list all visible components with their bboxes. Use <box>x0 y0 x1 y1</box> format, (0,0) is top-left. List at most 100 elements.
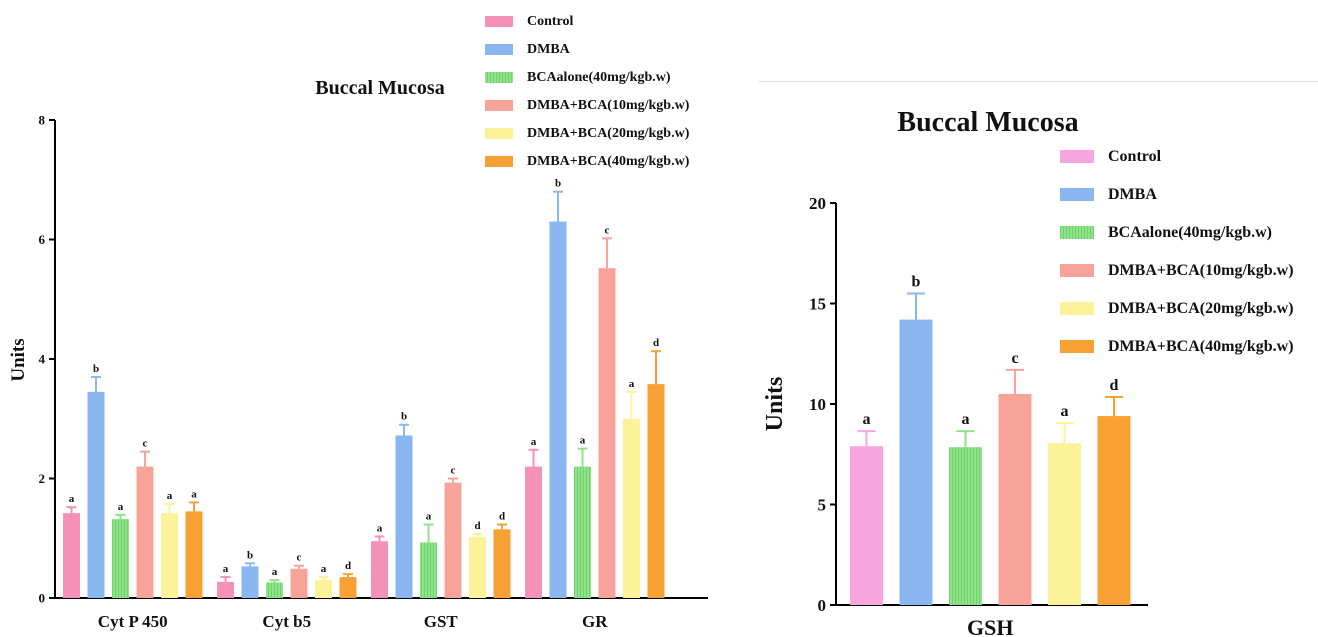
bar-gsh-6 <box>1097 416 1131 605</box>
bar-cyt-b5-6 <box>339 577 357 598</box>
significance-letter: b <box>912 273 921 290</box>
chart-title: Buccal Mucosa <box>315 77 444 99</box>
significance-letter: d <box>345 560 351 572</box>
bar-cyt-p-450-3 <box>112 519 129 598</box>
chart-1: 0 2 4 6 8 Units Buccal Mucosa a b a c a a Cyt P 450 a b… <box>8 14 708 631</box>
legend-label: DMBA+BCA(20mg/kgb.w) <box>527 126 690 141</box>
legend-swatch <box>485 128 513 139</box>
y-axis-label: Units <box>8 338 29 381</box>
significance-letter: b <box>401 411 407 423</box>
significance-letter: c <box>143 438 148 450</box>
x-tick-label: GST <box>424 612 459 631</box>
bar-gst-6 <box>493 529 511 598</box>
bar-gst-2 <box>395 435 413 598</box>
significance-letter: c <box>605 224 610 236</box>
legend-label: DMBA+BCA(20mg/kgb.w) <box>1108 300 1294 317</box>
legend-swatch <box>485 72 513 83</box>
significance-letter: c <box>297 552 302 564</box>
significance-letter: a <box>167 490 173 502</box>
legend-label: DMBA+BCA(10mg/kgb.w) <box>1108 262 1294 279</box>
bar-gsh-1 <box>850 446 883 605</box>
bar-cyt-b5-2 <box>241 566 259 598</box>
significance-letter: a <box>962 411 970 428</box>
bar-gsh-4 <box>998 393 1032 605</box>
legend-swatch <box>1060 226 1094 239</box>
legend-swatch <box>1060 150 1094 163</box>
y-axis-label: Units <box>762 377 788 432</box>
y-tick-label: 8 <box>39 113 46 128</box>
significance-letter: a <box>118 501 124 513</box>
bar-gsh-3 <box>949 447 982 605</box>
y-tick-label: 0 <box>818 596 827 615</box>
significance-letter: a <box>272 566 278 578</box>
legend-label: Control <box>1108 148 1162 165</box>
bar-cyt-b5-3 <box>266 582 283 598</box>
bar-cyt-b5-5 <box>315 580 332 598</box>
legend-swatch <box>1060 302 1094 315</box>
bar-cyt-p-450-6 <box>185 511 203 598</box>
legend-label: DMBA+BCA(40mg/kgb.w) <box>527 154 690 169</box>
bar-gr-4 <box>598 268 616 598</box>
y-tick-label: 6 <box>39 232 46 247</box>
significance-letter: b <box>93 363 99 375</box>
significance-letter: b <box>247 549 253 561</box>
bar-gst-1 <box>371 541 388 598</box>
legend-swatch <box>485 16 513 27</box>
significance-letter: a <box>629 378 635 390</box>
significance-letter: a <box>863 411 871 428</box>
x-tick-label: Cyt b5 <box>262 612 311 631</box>
x-tick-label: Cyt P 450 <box>98 612 168 631</box>
bar-gr-5 <box>623 418 640 598</box>
y-tick-label: 15 <box>809 294 826 313</box>
bar-gsh-5 <box>1048 443 1081 605</box>
bar-gr-3 <box>574 466 591 598</box>
significance-letter: a <box>223 563 229 575</box>
significance-letter: a <box>321 563 327 575</box>
bar-gsh-2 <box>899 319 933 605</box>
legend-label: DMBA+BCA(40mg/kgb.w) <box>1108 338 1294 355</box>
bar-gr-6 <box>647 384 665 598</box>
y-tick-label: 4 <box>39 352 46 367</box>
legend-label: Control <box>527 14 574 29</box>
significance-letter: a <box>426 511 432 523</box>
chart-title: Buccal Mucosa <box>897 107 1078 138</box>
significance-letter: a <box>377 522 383 534</box>
legend-label: BCAalone(40mg/kgb.w) <box>527 70 671 85</box>
significance-letter: b <box>555 178 561 190</box>
significance-letter: c <box>451 465 456 477</box>
x-tick-label: GSH <box>967 615 1013 637</box>
bar-gst-5 <box>469 537 486 598</box>
significance-letter: d <box>474 520 480 532</box>
bar-cyt-p-450-1 <box>63 513 80 598</box>
legend-swatch <box>1060 188 1094 201</box>
y-tick-label: 5 <box>818 495 827 514</box>
y-tick-label: 2 <box>39 471 46 486</box>
bar-cyt-b5-4 <box>290 568 308 598</box>
significance-letter: c <box>1011 350 1018 367</box>
y-tick-label: 20 <box>809 194 826 213</box>
significance-letter: d <box>1110 377 1119 394</box>
legend-label: DMBA <box>1108 186 1157 203</box>
significance-letter: a <box>580 435 586 447</box>
legend-label: DMBA+BCA(10mg/kgb.w) <box>527 98 690 113</box>
bar-cyt-p-450-5 <box>161 513 178 598</box>
y-tick-label: 10 <box>809 395 826 414</box>
significance-letter: a <box>69 493 75 505</box>
legend-swatch <box>485 44 513 55</box>
bar-gst-3 <box>420 542 437 598</box>
significance-letter: d <box>653 337 659 349</box>
bar-cyt-p-450-4 <box>136 466 154 598</box>
panel-divider <box>758 81 1318 82</box>
bar-cyt-p-450-2 <box>87 391 105 598</box>
legend-swatch <box>485 100 513 111</box>
bar-cyt-b5-1 <box>217 581 234 598</box>
significance-letter: a <box>531 436 537 448</box>
significance-letter: a <box>191 488 197 500</box>
bar-gr-1 <box>525 466 542 598</box>
chart-2: 0 5 10 15 20 Units Buccal Mucosa a b a c a d GSH Contr… <box>762 107 1294 637</box>
bar-gr-2 <box>549 221 567 598</box>
x-tick-label: GR <box>582 612 608 631</box>
y-tick-label: 0 <box>39 591 46 606</box>
bar-gst-4 <box>444 482 462 598</box>
